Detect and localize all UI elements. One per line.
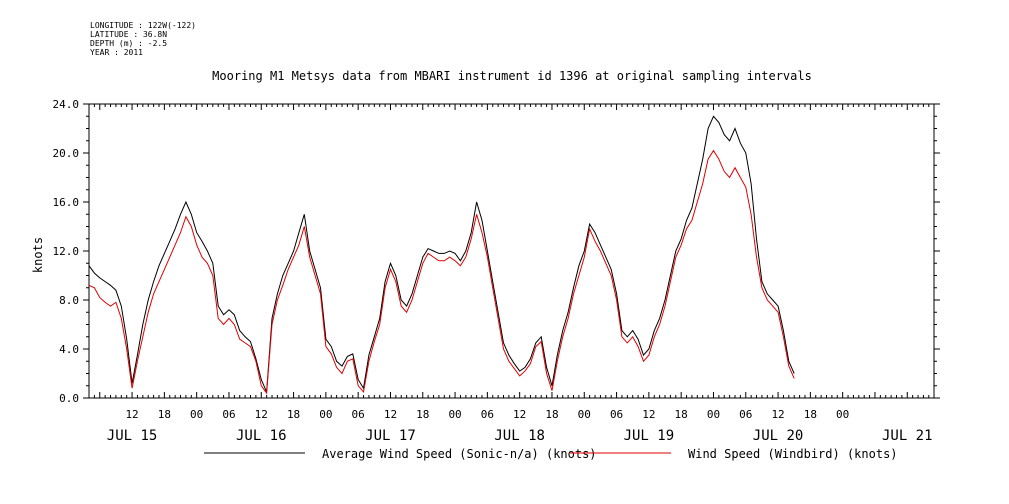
x-tick-label: 12 (255, 408, 268, 421)
x-tick-label: 18 (804, 408, 817, 421)
chart-title: Mooring M1 Metsys data from MBARI instru… (212, 69, 812, 83)
series-line-sonic (88, 115, 795, 393)
y-axis: 0.0 4.0 8.0 12.0 16.0 20.0 24.0 (53, 98, 940, 405)
x-day-label: JUL 19 (624, 428, 675, 444)
x-day-label: JUL 17 (365, 428, 416, 444)
y-tick-label: 8.0 (59, 294, 79, 307)
x-tick-label: 00 (190, 408, 203, 421)
x-tick-label: 18 (287, 408, 300, 421)
x-tick-label: 06 (222, 408, 235, 421)
x-axis: 12 18 00 06 12 18 00 06 12 18 00 06 12 18 00 06 12 18 00 06… (88, 104, 933, 444)
plot-frame (88, 103, 935, 399)
legend-label-sonic: Average Wind Speed (Sonic-n/a) (knots) (322, 447, 597, 461)
x-tick-label: 00 (578, 408, 591, 421)
x-day-label: JUL 21 (882, 428, 933, 444)
meta-depth: DEPTH (m) : -2.5 (90, 39, 168, 48)
x-tick-label: 18 (416, 408, 429, 421)
x-tick-label: 00 (707, 408, 720, 421)
x-day-label: JUL 20 (753, 428, 804, 444)
y-tick-label: 24.0 (53, 98, 80, 111)
x-tick-label: 12 (771, 408, 784, 421)
x-tick-label: 00 (448, 408, 461, 421)
x-tick-label: 06 (610, 408, 623, 421)
y-tick-label: 0.0 (59, 392, 79, 405)
metadata-block: LONGITUDE : 122W(-122) LATITUDE : 36.8N … (90, 21, 196, 57)
legend: Average Wind Speed (Sonic-n/a) (knots) W… (204, 447, 898, 461)
x-tick-label: 00 (319, 408, 332, 421)
meta-year: YEAR : 2011 (90, 48, 143, 57)
series-layer (88, 115, 795, 395)
x-tick-label: 06 (352, 408, 365, 421)
x-tick-label: 12 (384, 408, 397, 421)
x-tick-label: 00 (836, 408, 849, 421)
y-tick-label: 12.0 (53, 245, 80, 258)
y-tick-label: 4.0 (59, 343, 79, 356)
y-tick-label: 20.0 (53, 147, 80, 160)
legend-label-windbird: Wind Speed (Windbird) (knots) (688, 447, 898, 461)
meta-latitude: LATITUDE : 36.8N (90, 30, 168, 39)
x-day-label: JUL 15 (107, 428, 158, 444)
meta-longitude: LONGITUDE : 122W(-122) (90, 21, 196, 30)
x-tick-label: 06 (481, 408, 494, 421)
x-tick-label: 18 (545, 408, 558, 421)
y-tick-label: 16.0 (53, 196, 80, 209)
x-tick-label: 18 (158, 408, 171, 421)
x-tick-label: 12 (642, 408, 655, 421)
series-line-windbird (88, 149, 795, 395)
x-tick-label: 18 (675, 408, 688, 421)
x-tick-label: 06 (739, 408, 752, 421)
x-tick-label: 12 (125, 408, 138, 421)
x-tick-label: 12 (513, 408, 526, 421)
x-day-label: JUL 18 (494, 428, 545, 444)
x-day-label: JUL 16 (236, 428, 287, 444)
y-axis-label: knots (31, 237, 45, 273)
